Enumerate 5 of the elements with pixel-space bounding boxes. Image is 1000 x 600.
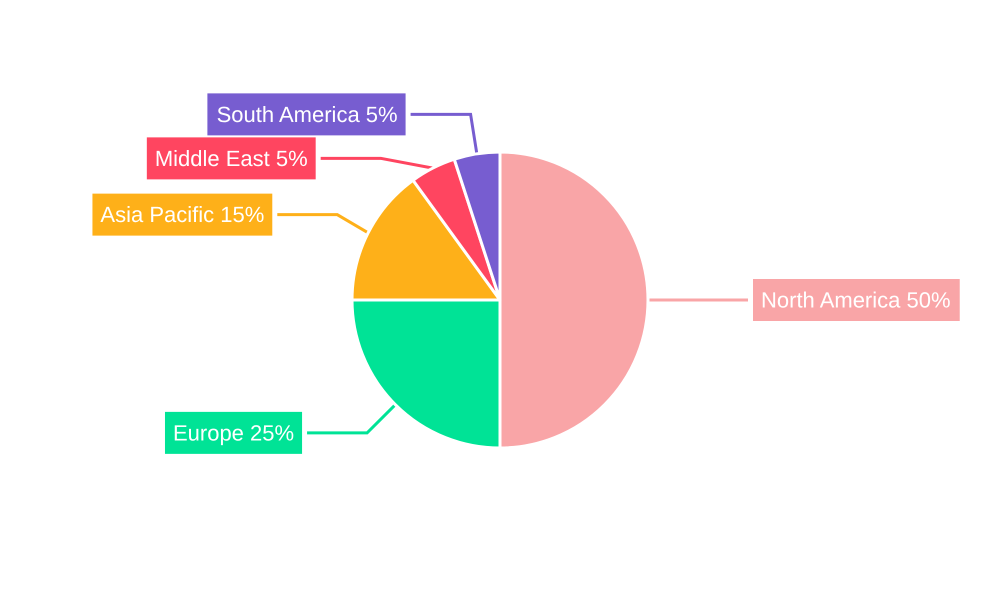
- slice-label: Asia Pacific 15%: [100, 202, 264, 228]
- slice-label: Middle East 5%: [154, 146, 308, 171]
- slice-label: South America 5%: [216, 102, 398, 127]
- slice-label: Europe 25%: [172, 420, 294, 446]
- slice-label: North America 50%: [761, 288, 951, 312]
